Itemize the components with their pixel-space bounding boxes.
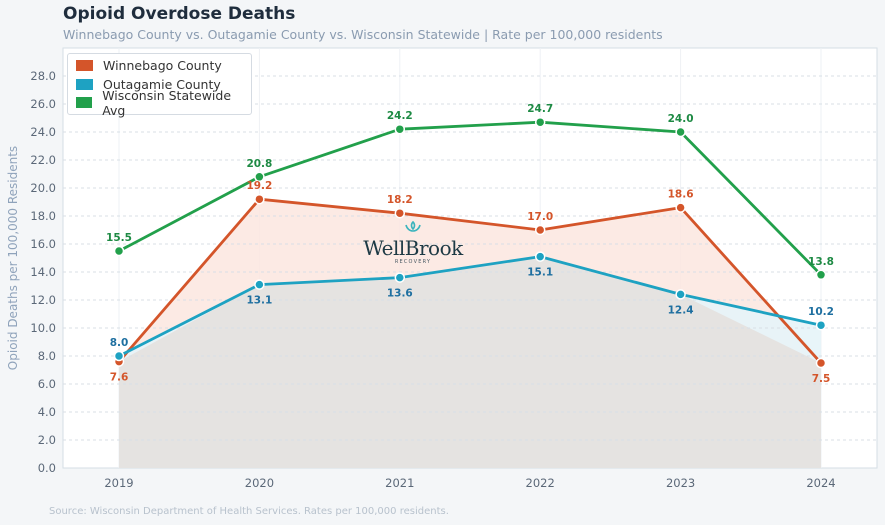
data-point: [815, 357, 827, 369]
data-label: 15.1: [527, 267, 553, 279]
x-tick-label: 2019: [104, 476, 133, 490]
data-point: [534, 116, 546, 128]
source-note: Source: Wisconsin Department of Health S…: [49, 506, 449, 517]
data-label: 8.0: [110, 337, 129, 349]
series-line-0: [117, 197, 823, 364]
chart-subtitle: Winnebago County vs. Outagamie County vs…: [63, 27, 663, 42]
legend-label: Outagamie County: [103, 76, 221, 92]
x-tick-label: 2023: [666, 476, 695, 490]
y-tick-label: 4.0: [38, 405, 56, 419]
data-label: 24.2: [387, 110, 413, 122]
data-point: [113, 245, 125, 257]
legend-item-outagamie[interactable]: Outagamie County: [76, 76, 251, 94]
legend-label: Wisconsin Statewide Avg: [102, 87, 232, 118]
data-label: 12.4: [668, 304, 694, 316]
logo-name: WellBrook: [363, 236, 463, 260]
data-point: [534, 251, 546, 262]
data-label: 15.5: [106, 232, 132, 244]
data-label: 24.0: [668, 113, 694, 125]
lotus-icon: [361, 220, 465, 237]
x-tick-label: 2020: [245, 476, 274, 490]
data-point: [394, 272, 406, 283]
data-label: 19.2: [246, 180, 272, 192]
data-point: [815, 319, 827, 331]
y-tick-label: 6.0: [38, 377, 56, 391]
data-point: [394, 123, 406, 135]
y-tick-label: 16.0: [30, 237, 56, 251]
y-tick-label: 20.0: [30, 181, 56, 195]
series-line-1: [118, 255, 822, 358]
data-label: 18.6: [668, 189, 694, 201]
y-tick-label: 10.0: [30, 321, 56, 335]
data-label: 17.0: [527, 211, 553, 223]
y-tick-label: 14.0: [30, 265, 56, 279]
chart-legend: Winnebago County Outagamie County Wiscon…: [67, 53, 252, 118]
data-label: 7.5: [812, 373, 831, 385]
y-tick-label: 28.0: [30, 69, 56, 83]
y-tick-label: 22.0: [30, 153, 56, 167]
data-label: 10.2: [808, 306, 834, 318]
y-tick-label: 8.0: [38, 349, 56, 363]
logo-tagline: RECOVERY: [394, 259, 432, 265]
y-tick-label: 26.0: [30, 97, 56, 111]
x-tick-label: 2021: [385, 476, 414, 490]
data-point: [534, 224, 546, 236]
x-tick-label: 2024: [806, 476, 835, 490]
y-tick-label: 12.0: [30, 293, 56, 307]
legend-swatch-winnebago: [76, 60, 93, 72]
y-tick-label: 2.0: [38, 433, 56, 447]
y-tick-label: 24.0: [30, 125, 56, 139]
data-label: 20.8: [246, 158, 272, 170]
wellbrook-logo: WellBrook RECOVERY: [361, 220, 465, 265]
data-label: 24.7: [527, 103, 553, 115]
legend-item-winnebago[interactable]: Winnebago County: [76, 57, 251, 75]
data-point: [394, 207, 406, 219]
legend-label: Winnebago County: [103, 58, 222, 74]
chart-title: Opioid Overdose Deaths: [63, 4, 296, 24]
data-point: [254, 279, 265, 290]
data-point: [113, 350, 125, 362]
data-point: [254, 171, 265, 183]
data-point: [815, 269, 827, 281]
legend-item-statewide[interactable]: Wisconsin Statewide Avg: [76, 88, 251, 118]
x-tick-label: 2022: [526, 476, 555, 490]
data-label: 18.2: [387, 194, 413, 206]
data-point: [254, 193, 265, 205]
y-tick-label: 18.0: [30, 209, 56, 223]
data-label: 13.6: [387, 288, 413, 300]
legend-swatch-outagamie: [76, 78, 93, 90]
y-axis-label: Opioid Deaths per 100,000 Residents: [6, 146, 20, 370]
data-label: 13.8: [808, 256, 834, 268]
legend-swatch-statewide: [76, 97, 93, 109]
data-label: 13.1: [246, 295, 272, 307]
overlap-area: [119, 256, 821, 468]
data-point: [675, 126, 686, 138]
data-point: [675, 289, 686, 300]
series-line-2: [118, 120, 822, 276]
data-point: [675, 202, 686, 213]
y-tick-label: 0.0: [38, 461, 56, 475]
data-label: 7.6: [110, 372, 129, 384]
